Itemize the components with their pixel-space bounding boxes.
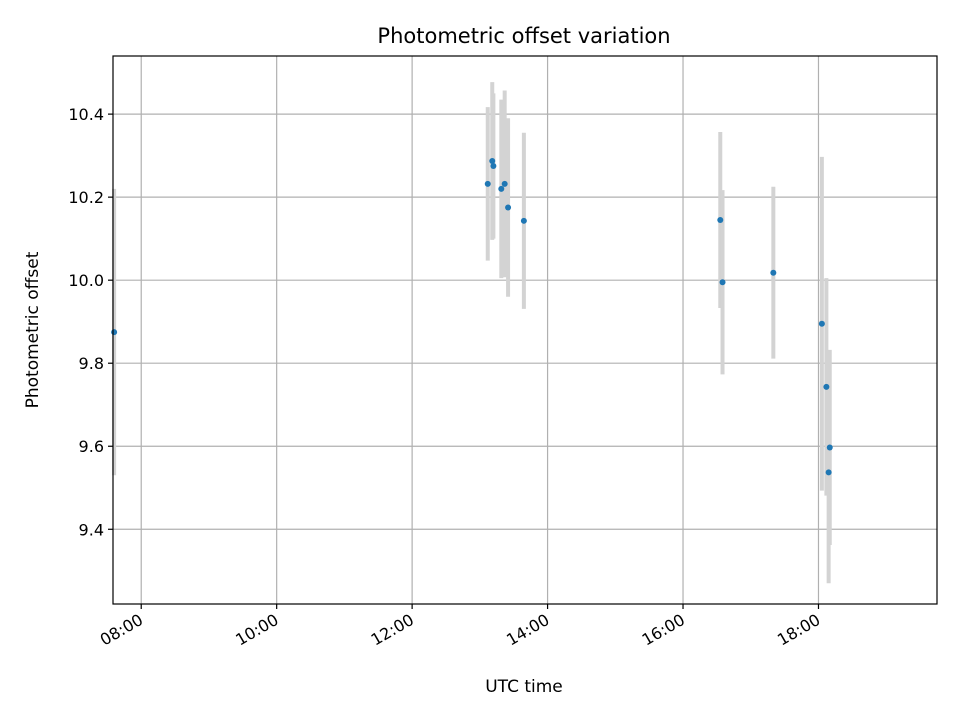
grid-layer xyxy=(113,56,937,604)
y-tick-label: 9.4 xyxy=(79,520,104,539)
data-point xyxy=(111,329,118,336)
chart-title: Photometric offset variation xyxy=(377,24,670,48)
data-point xyxy=(498,185,505,192)
y-axis-ticks: 9.4 9.6 9.8 10.0 10.2 10.4 xyxy=(68,105,113,539)
data-point xyxy=(505,204,512,211)
data-point xyxy=(823,383,830,390)
data-point xyxy=(719,279,726,286)
data-point xyxy=(489,158,496,165)
y-tick-label: 9.6 xyxy=(79,437,104,456)
data-point xyxy=(520,217,527,224)
y-tick-label: 10.0 xyxy=(68,271,104,290)
y-tick-label: 10.2 xyxy=(68,188,104,207)
data-point xyxy=(770,269,777,276)
x-axis-label: UTC time xyxy=(485,677,563,697)
data-point xyxy=(818,320,825,327)
y-tick-label: 10.4 xyxy=(68,105,104,124)
data-point xyxy=(826,444,833,451)
data-point xyxy=(490,163,497,170)
y-axis-label: Photometric offset xyxy=(23,251,43,408)
data-point xyxy=(484,180,491,187)
data-point xyxy=(501,180,508,187)
point-layer xyxy=(111,158,833,476)
data-point xyxy=(825,469,832,476)
plot-frame xyxy=(112,55,938,605)
data-point xyxy=(717,216,724,223)
y-tick-label: 9.8 xyxy=(79,354,104,373)
